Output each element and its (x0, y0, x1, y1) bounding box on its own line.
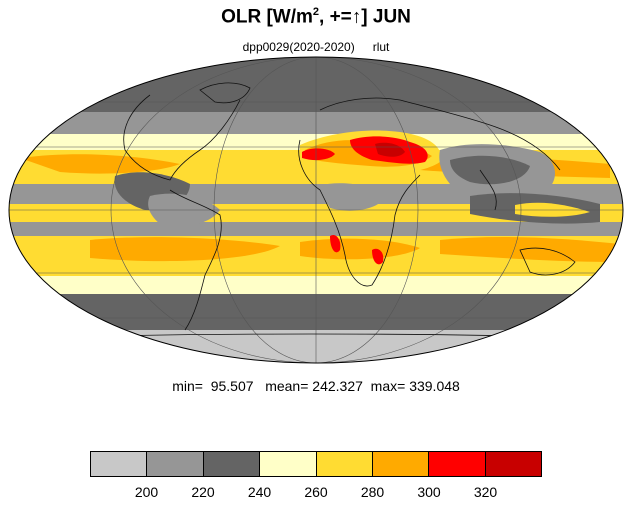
colorbar (90, 451, 542, 477)
colorbar-segment (260, 452, 317, 476)
colorbar-tick-label: 240 (247, 484, 272, 500)
colorbar-tick-label: 260 (304, 484, 328, 500)
stat-mean: 242.327 (312, 378, 363, 394)
stat-max: 339.048 (409, 378, 460, 394)
graticule (9, 57, 623, 363)
stat-min: 95.507 (210, 378, 254, 394)
colorbar-tick-label: 220 (191, 484, 215, 500)
colorbar-segment (203, 452, 261, 476)
colorbar-tick-label: 200 (134, 484, 159, 500)
globe-outline (8, 56, 624, 364)
colorbar-tick-label: 300 (417, 484, 441, 500)
colorbar-segment (147, 452, 204, 476)
map-title: OLR [W/m2, +=↑] JUN (221, 6, 411, 28)
experiment-label: dpp0029(2020-2020) (242, 40, 355, 54)
colorbar-segment (485, 452, 541, 476)
colorbar-tick-label: 280 (360, 484, 385, 500)
colorbar-segment (372, 452, 430, 476)
colorbar-segment (429, 452, 486, 476)
colorbar-segment (316, 452, 373, 476)
world-map (8, 56, 624, 364)
colorbar-tick-label: 320 (473, 484, 498, 500)
stats-line: min= 95.507 mean= 242.327 max= 339.048 (172, 378, 460, 394)
colorbar-labels: 200 220 240 260 280 300 320 (0, 484, 632, 504)
variable-label: rlut (372, 40, 390, 54)
map-subtitle: dpp0029(2020-2020) rlut (0, 40, 632, 54)
colorbar-segment (91, 452, 148, 476)
